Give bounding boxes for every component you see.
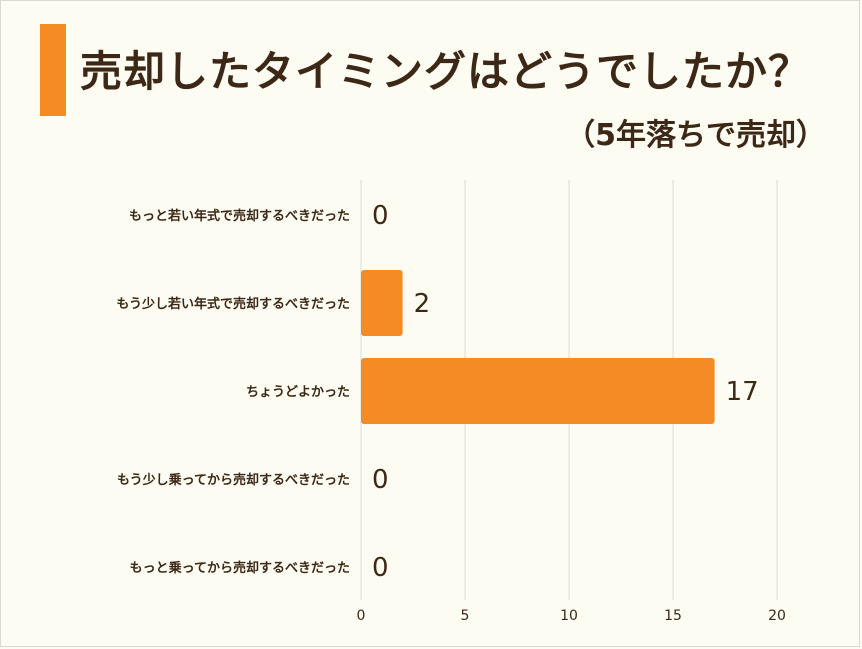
data-label: 17 — [726, 377, 759, 407]
x-tick-label: 5 — [461, 608, 470, 624]
category-label: もっと乗ってから売却するべきだった — [130, 560, 350, 576]
category-label: ちょうどよかった — [246, 385, 350, 400]
category-label: もう少し乗ってから売却するべきだった — [117, 472, 350, 488]
data-label: 0 — [372, 201, 389, 231]
bar — [361, 270, 403, 336]
x-tick-label: 10 — [560, 608, 578, 624]
chart-subtitle: （5年落ちで売却） — [565, 118, 826, 153]
x-tick-label: 0 — [357, 608, 366, 624]
category-label: もう少し若い年式で売却するべきだった — [116, 296, 350, 312]
category-label: もっと若い年式で売却するべきだった — [129, 208, 350, 224]
data-label: 0 — [372, 553, 389, 583]
chart-title: 売却したタイミングはどうでしたか？ — [80, 47, 812, 96]
bar — [361, 358, 715, 424]
data-label: 0 — [372, 465, 389, 495]
title-accent-bar — [40, 24, 66, 116]
x-tick-label: 15 — [664, 608, 682, 624]
x-tick-label: 20 — [768, 608, 786, 624]
data-label: 2 — [414, 289, 431, 319]
